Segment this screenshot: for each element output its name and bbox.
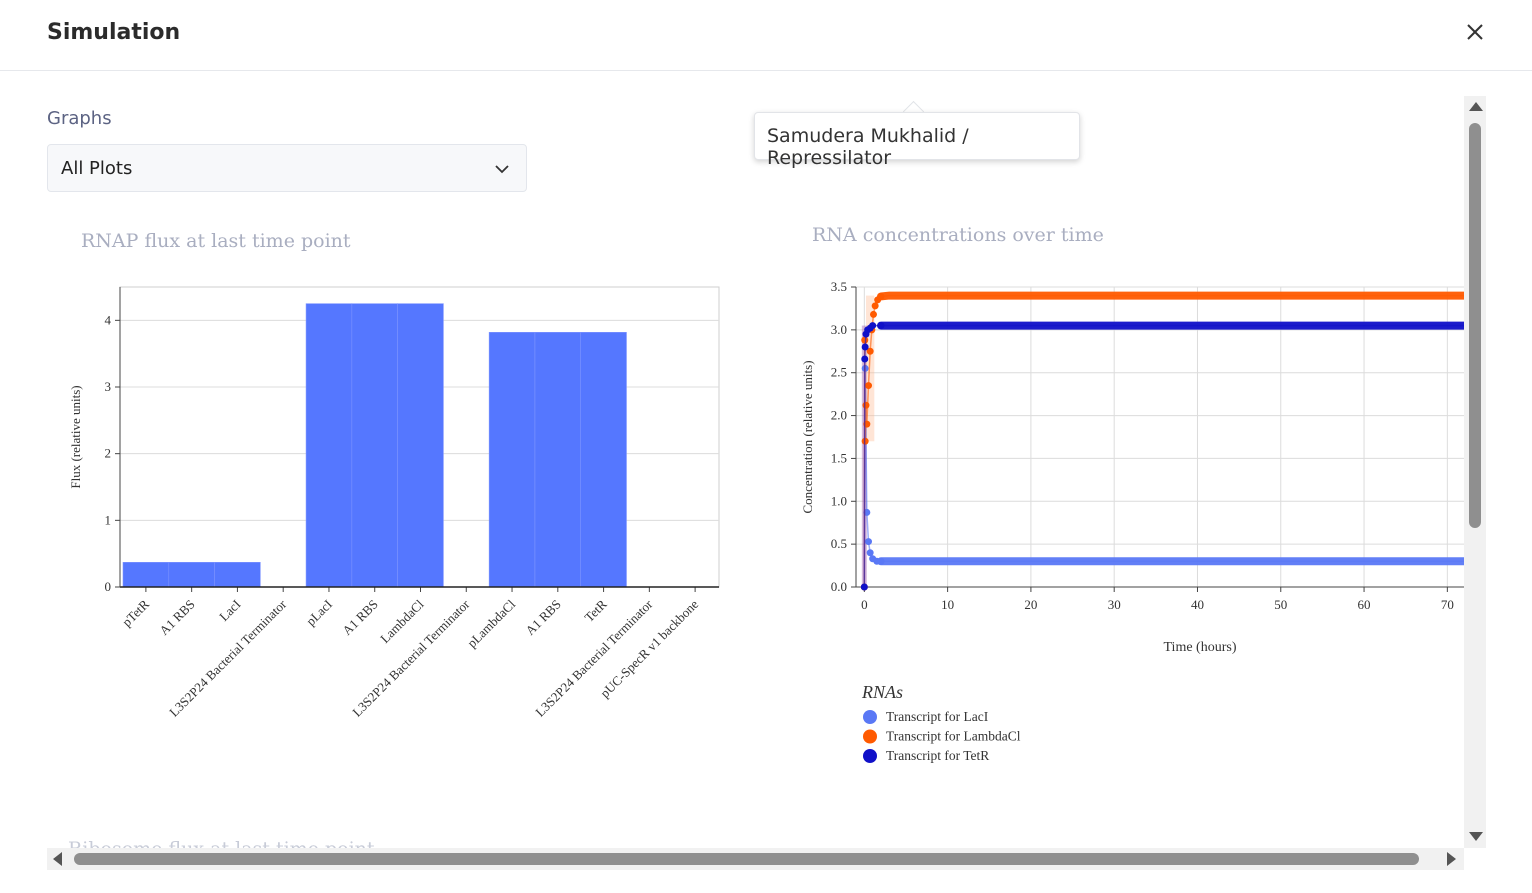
line-x-tick-label: 50 (1274, 597, 1287, 612)
line-y-tick-label: 2.5 (831, 365, 847, 380)
line-y-axis-label: Concentration (relative units) (800, 360, 815, 513)
legend-label: Transcript for LacI (886, 709, 989, 724)
line-x-tick-label: 30 (1108, 597, 1121, 612)
bar-y-tick-label: 4 (105, 312, 112, 327)
scroll-up-arrow-icon[interactable] (1469, 102, 1483, 111)
bar-y-tick-label: 0 (105, 579, 112, 594)
bar (122, 562, 170, 588)
line-y-tick-label: 2.0 (831, 408, 847, 423)
bar-x-tick-label: pLambdaCl (464, 596, 518, 650)
legend-title: RNAs (861, 682, 903, 702)
data-point (860, 583, 868, 591)
bar (305, 303, 353, 588)
data-point (877, 557, 885, 565)
line-y-tick-label: 0.0 (831, 579, 847, 594)
line-x-tick-label: 60 (1358, 597, 1371, 612)
close-icon[interactable] (1463, 20, 1487, 44)
chevron-down-icon (495, 165, 509, 174)
bar (534, 332, 581, 588)
legend-swatch (863, 749, 877, 763)
line-x-tick-label: 0 (861, 597, 868, 612)
breadcrumb-tooltip: Samudera Mukhalid / Repressilator (754, 112, 1080, 169)
data-point (864, 382, 872, 390)
transient-band (865, 295, 875, 442)
data-point (861, 343, 869, 351)
legend-label: Transcript for TetR (886, 748, 989, 763)
line-y-tick-label: 0.5 (831, 536, 847, 551)
line-y-tick-label: 1.5 (831, 450, 847, 465)
data-point (877, 322, 885, 330)
line-chart-title: RNA concentrations over time (812, 224, 1104, 246)
bar-x-tick-label: LacI (216, 597, 243, 624)
line-plot-area (855, 286, 1464, 588)
data-point (869, 310, 877, 318)
line-x-tick-label: 70 (1441, 597, 1454, 612)
data-point (866, 347, 874, 355)
bar (397, 303, 444, 588)
graphs-label: Graphs (47, 108, 112, 129)
bar-x-tick-label: pLacI (303, 597, 335, 629)
line-y-tick-label: 1.0 (831, 493, 847, 508)
bar (214, 562, 261, 588)
data-point (861, 355, 869, 363)
data-point (862, 401, 870, 409)
legend-label: Transcript for LambdaCl (886, 729, 1021, 744)
scroll-down-arrow-icon[interactable] (1469, 832, 1483, 841)
data-point (877, 292, 885, 300)
bar-x-tick-label: A1 RBS (339, 597, 381, 639)
bar-x-tick-label: A1 RBS (522, 597, 564, 639)
bar-y-tick-label: 3 (105, 379, 112, 394)
line-x-tick-label: 10 (941, 597, 954, 612)
data-point (864, 538, 872, 546)
bar-y-axis-label: Flux (relative units) (68, 385, 83, 488)
line-x-axis-label: Time (hours) (1164, 640, 1237, 655)
data-point (861, 336, 869, 344)
scroll-right-arrow-icon[interactable] (1447, 852, 1456, 866)
next-chart-title: Ribosome flux at last time point (68, 838, 375, 848)
dialog-header: Simulation (0, 0, 1532, 71)
bar (351, 303, 398, 588)
dialog-title: Simulation (47, 20, 181, 45)
line-x-tick-label: 20 (1024, 597, 1037, 612)
bar-chart-title: RNAP flux at last time point (81, 230, 351, 252)
vertical-scrollbar-thumb[interactable] (1469, 123, 1481, 528)
series-trace-2 (863, 324, 1464, 588)
legend-swatch (863, 710, 877, 724)
data-point (871, 302, 879, 310)
bar (488, 332, 536, 588)
bar-x-tick-label: A1 RBS (156, 597, 198, 639)
graphs-select[interactable]: All Plots (47, 144, 527, 192)
data-point (866, 549, 874, 557)
bar-y-tick-label: 1 (105, 512, 112, 527)
bar (580, 332, 627, 588)
line-y-tick-label: 3.5 (831, 279, 847, 294)
horizontal-scrollbar-thumb[interactable] (74, 853, 1419, 865)
series-trace-0 (863, 368, 1464, 588)
line-x-tick-label: 40 (1191, 597, 1204, 612)
scroll-left-arrow-icon[interactable] (53, 852, 62, 866)
graphs-select-value: All Plots (61, 158, 133, 179)
legend-swatch (863, 729, 877, 744)
line-chart: 0.0 0.5 1.0 1.5 2.0 2.5 3.0 3.5 0 10 20 30 40 50 60 70 T… (800, 279, 1464, 763)
line-y-tick-label: 3.0 (831, 322, 847, 337)
bar-x-tick-label: TetR (581, 596, 610, 625)
bar (168, 562, 215, 588)
bar-x-tick-label: pTetR (119, 596, 152, 629)
bar-y-tick-label: 2 (105, 446, 112, 461)
data-point (869, 322, 877, 330)
